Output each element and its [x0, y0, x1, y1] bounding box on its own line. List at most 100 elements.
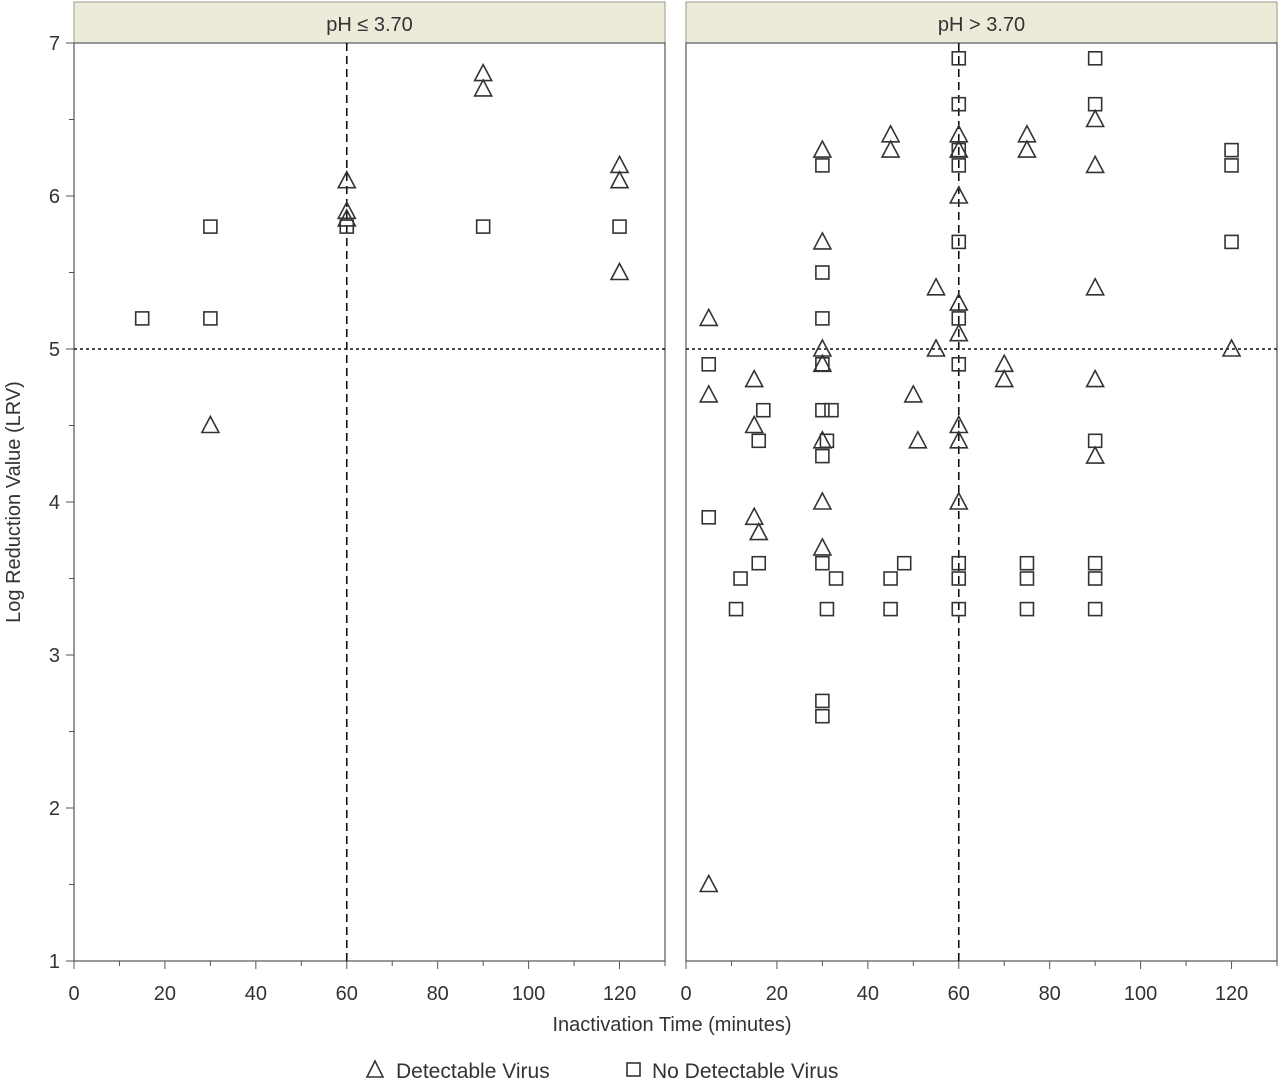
data-point-detectable [926, 338, 946, 357]
data-point-detectable [698, 873, 719, 893]
y-tick-label: 6 [49, 186, 60, 208]
data-point-no-detectable [203, 219, 218, 234]
data-point-detectable [609, 169, 630, 189]
data-point-no-detectable [951, 601, 967, 617]
x-tick-label: 20 [766, 983, 788, 1005]
data-point-no-detectable [1019, 555, 1035, 571]
data-point-no-detectable [951, 555, 967, 571]
data-point-no-detectable [951, 50, 967, 66]
plot-frame [73, 42, 666, 962]
y-tick-label: 4 [49, 492, 60, 514]
data-point-detectable [903, 384, 924, 403]
data-point-detectable [744, 368, 765, 388]
legend: Detectable Virus No Detectable Virus [365, 1059, 838, 1083]
data-point-no-detectable [815, 555, 830, 571]
data-point-no-detectable [951, 96, 967, 112]
data-point-detectable [812, 139, 833, 158]
data-point-detectable [748, 521, 769, 541]
data-point-no-detectable [751, 433, 767, 449]
legend-item-no-detectable-virus: No Detectable Virus [626, 1060, 838, 1083]
x-tick-label: 40 [857, 983, 879, 1005]
data-point-detectable [948, 491, 969, 510]
data-point-no-detectable [815, 402, 830, 418]
data-point-no-detectable [1087, 555, 1103, 571]
data-point-no-detectable [1087, 96, 1103, 112]
data-point-detectable [1221, 338, 1242, 357]
data-point-detectable [812, 491, 833, 510]
data-point-no-detectable [815, 158, 830, 173]
x-tick-label: 0 [68, 983, 79, 1005]
data-point-detectable [812, 231, 833, 250]
x-axis-title: Inactivation Time (minutes) [553, 1014, 792, 1036]
data-point-detectable [908, 430, 928, 449]
panel-title: pH > 3.70 [938, 14, 1025, 36]
data-point-no-detectable [951, 571, 967, 586]
data-point-detectable [336, 200, 357, 220]
panel-title: pH ≤ 3.70 [326, 14, 413, 36]
plot-frame [685, 42, 1278, 962]
data-point-detectable [1085, 154, 1105, 174]
data-point-no-detectable [883, 601, 898, 617]
x-tick-label: 100 [1124, 983, 1157, 1005]
data-point-no-detectable [815, 448, 830, 464]
data-point-no-detectable [701, 509, 717, 525]
data-point-no-detectable [815, 311, 830, 326]
data-point-detectable [1017, 139, 1037, 158]
data-point-detectable [948, 292, 969, 311]
data-point-no-detectable [1019, 601, 1035, 617]
data-point-no-detectable [612, 219, 627, 234]
data-point-no-detectable [733, 571, 748, 586]
panel-strip [73, 1, 666, 44]
data-point-no-detectable [134, 311, 150, 326]
data-point-detectable [609, 261, 630, 281]
x-tick-label: 80 [427, 983, 449, 1005]
data-point-detectable [1085, 108, 1105, 128]
data-point-no-detectable [1019, 571, 1035, 586]
data-point-detectable [948, 322, 969, 342]
data-point-no-detectable [203, 311, 218, 326]
legend-square-icon [626, 1062, 641, 1077]
data-point-no-detectable [751, 555, 767, 571]
data-point-detectable [994, 368, 1015, 388]
legend-label-detectable-virus: Detectable Virus [396, 1060, 550, 1083]
data-point-no-detectable [1224, 234, 1239, 250]
data-point-detectable [948, 430, 969, 449]
data-point-no-detectable [824, 402, 839, 418]
y-tick-label: 7 [49, 33, 60, 55]
data-point-no-detectable [755, 402, 771, 418]
data-point-no-detectable [951, 311, 967, 326]
panel-2: pH > 3.70 0 20 40 60 80 100 120 [680, 1, 1278, 1005]
data-point-detectable [1085, 368, 1105, 388]
x-tick-label: 80 [1039, 983, 1061, 1005]
data-point-no-detectable [1224, 158, 1239, 173]
x-tick-label: 40 [245, 983, 267, 1005]
x-tick-label: 120 [603, 983, 636, 1005]
data-point-no-detectable [951, 158, 967, 173]
y-tick-label: 5 [49, 339, 60, 361]
data-point-detectable [1085, 445, 1105, 464]
panel-strip [685, 1, 1278, 44]
legend-triangle-icon [365, 1059, 385, 1078]
data-point-no-detectable [828, 571, 844, 586]
data-point-no-detectable [1087, 50, 1103, 66]
legend-item-detectable-virus: Detectable Virus [365, 1059, 550, 1083]
data-point-no-detectable [951, 356, 967, 372]
x-tick-label: 60 [948, 983, 970, 1005]
data-point-no-detectable [951, 142, 967, 158]
data-point-detectable [200, 414, 221, 434]
data-point-no-detectable [1087, 571, 1103, 586]
chart-panels: pH ≤ 3.70 0 20 40 60 80 100 120 1 2 3 4 5 6 7 pH > 3.70… [49, 1, 1278, 1005]
data-point-no-detectable [728, 601, 744, 617]
y-tick-label: 3 [49, 645, 60, 667]
data-point-no-detectable [815, 693, 830, 709]
data-point-detectable [926, 277, 946, 296]
data-point-no-detectable [815, 265, 830, 280]
y-tick-label: 1 [49, 951, 60, 973]
data-point-detectable [698, 307, 719, 327]
data-point-detectable [880, 139, 901, 158]
data-point-no-detectable [951, 234, 967, 250]
legend-label-no-detectable-virus: No Detectable Virus [652, 1060, 838, 1083]
data-point-no-detectable [815, 356, 830, 372]
x-tick-label: 60 [336, 983, 358, 1005]
